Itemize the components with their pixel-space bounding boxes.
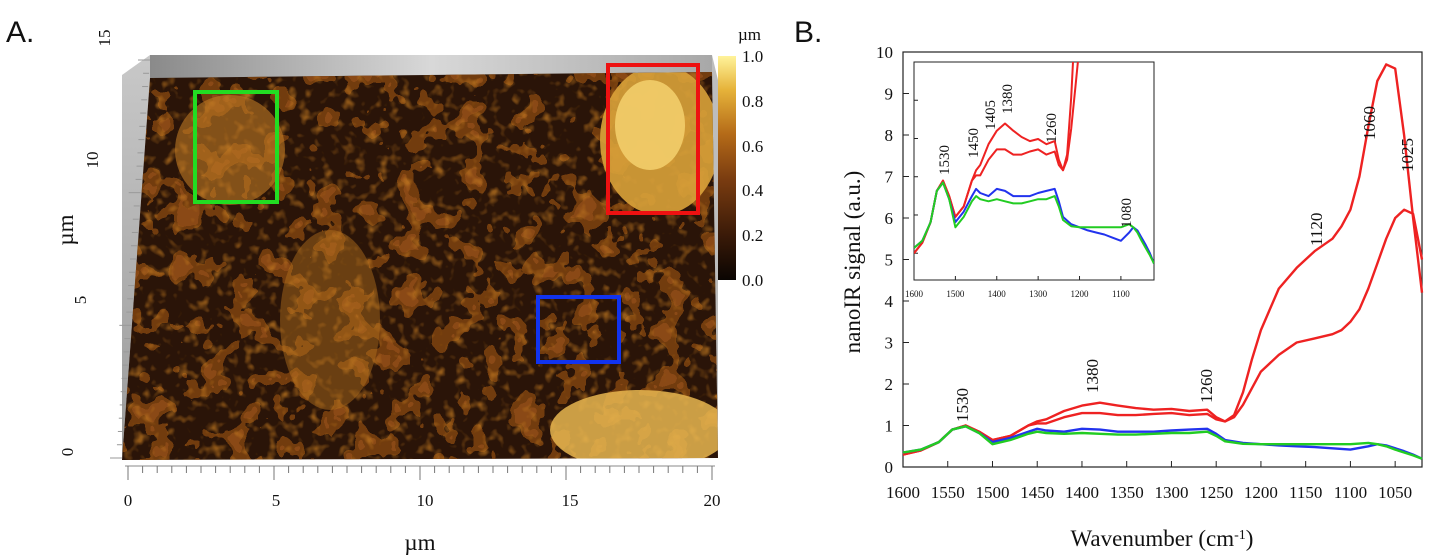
x-tick-label: 1250 [1199,483,1233,502]
afm-x-axis: 0 5 10 15 20 µm [124,465,721,555]
afm-x-tick: 20 [704,491,721,510]
inset-series-line-2 [914,62,1079,254]
y-tick-label: 7 [885,168,894,187]
main-ticks [902,51,1396,468]
inset-x-tick-label: 1400 [988,289,1007,299]
inset-peak-label: 1530 [937,145,953,175]
x-tick-label: 1150 [1289,483,1322,502]
panel-b-letter: B. [794,16,822,49]
peak-label: 1120 [1307,213,1326,246]
inset-peak-label: 1260 [1044,113,1060,143]
x-tick-label: 1500 [975,483,1009,502]
peak-label: 1530 [953,388,972,422]
y-tick-label: 5 [885,251,894,270]
inset-peak-label: 1405 [983,100,999,130]
colorbar-unit: µm [738,25,761,44]
afm-y-tick: 5 [71,296,90,305]
y-axis-title: nanoIR signal (a.u.) [840,171,865,354]
back-wall [150,55,712,78]
series-line-4 [902,425,1423,460]
inset-peak-label: 1380 [1000,84,1016,114]
y-tick-label: 10 [876,43,893,62]
left-wall [122,55,150,460]
inset-x-tick-label: 1500 [946,289,965,299]
x-tick-label: 1550 [931,483,965,502]
colorbar-tick: 0.2 [742,226,763,245]
panel-b: B. 1600 1550 1500 1450 1400 1350 1300 1250 1200 1… [794,16,1424,551]
afm-x-tick: 0 [124,491,133,510]
inset-x-tick-label: 1300 [1029,289,1048,299]
panel-a-letter: A. [6,16,34,49]
x-axis-title: Wavenumber (cm-1) [1071,526,1254,551]
red-region-box [606,63,700,215]
y-tick-label: 1 [885,417,894,436]
colorbar-tick: 0.8 [742,92,763,111]
x-tick-label: 1300 [1154,483,1188,502]
afm-x-tick: 15 [562,491,579,510]
inset-peak-label: 1450 [966,128,982,158]
colorbar-tick: 1.0 [742,47,763,66]
afm-x-tick: 5 [272,491,281,510]
afm-y-tick: 10 [83,152,102,169]
peak-label: 1060 [1360,106,1379,140]
y-tick-label: 6 [885,209,894,228]
colorbar: µm 0.0 0.2 0.4 0.6 0.8 1.0 [718,25,764,290]
peak-label: 1380 [1083,359,1102,393]
colorbar-tick: 0.4 [742,181,764,200]
x-tick-label: 1400 [1065,483,1099,502]
afm-surface [122,72,718,460]
x-tick-label: 1050 [1378,483,1412,502]
x-tick-label: 1450 [1020,483,1054,502]
colorbar-gradient [718,56,736,280]
inset-ticks [913,61,1122,280]
inset-series-group [914,62,1154,265]
inset-x-tick-label: 1600 [905,289,924,299]
colorbar-tick: 0.0 [742,271,763,290]
inset-series [914,62,1154,265]
series-line-3 [902,425,1423,460]
afm-x-label: µm [404,530,435,555]
main-series [902,63,1424,460]
y-tick-label: 9 [885,85,894,104]
series-line-2 [902,208,1424,456]
y-tick-label: 0 [885,458,894,477]
right-wall [712,55,718,458]
y-tick-label: 3 [885,334,894,353]
x-tick-label: 1100 [1334,483,1367,502]
afm-y-label: µm [53,214,78,245]
afm-y-tick: 15 [95,30,114,47]
inset-series-line-4 [914,181,1154,265]
y-tick-label: 2 [885,375,894,394]
colorbar-tick: 0.6 [742,137,763,156]
y-tick-label: 4 [885,292,894,311]
green-region-box [193,90,279,204]
inset-x-tick-label: 1100 [1112,289,1130,299]
x-tick-label: 1350 [1110,483,1144,502]
panel-a: A. 0 5 10 15 20 µm [6,16,764,555]
afm-y-axis: 0 5 10 15 µm [53,30,150,459]
blue-region-box [536,295,621,364]
inset-frame [913,61,1155,281]
afm-y-tick: 0 [58,448,77,457]
afm-x-tick: 10 [417,491,434,510]
x-tick-label: 1200 [1244,483,1278,502]
x-tick-label: 1600 [886,483,920,502]
peak-label: 1260 [1197,369,1216,403]
inset-x-tick-label: 1200 [1071,289,1090,299]
y-tick-label: 8 [885,126,894,145]
peak-label: 1025 [1398,138,1417,172]
inset-tick-labels: 1600 1500 1400 1300 1200 1100 [905,289,1130,299]
main-tick-labels: 1600 1550 1500 1450 1400 1350 1300 1250 1200 1150… [876,43,1412,502]
inset-peak-label: 1080 [1119,198,1135,228]
